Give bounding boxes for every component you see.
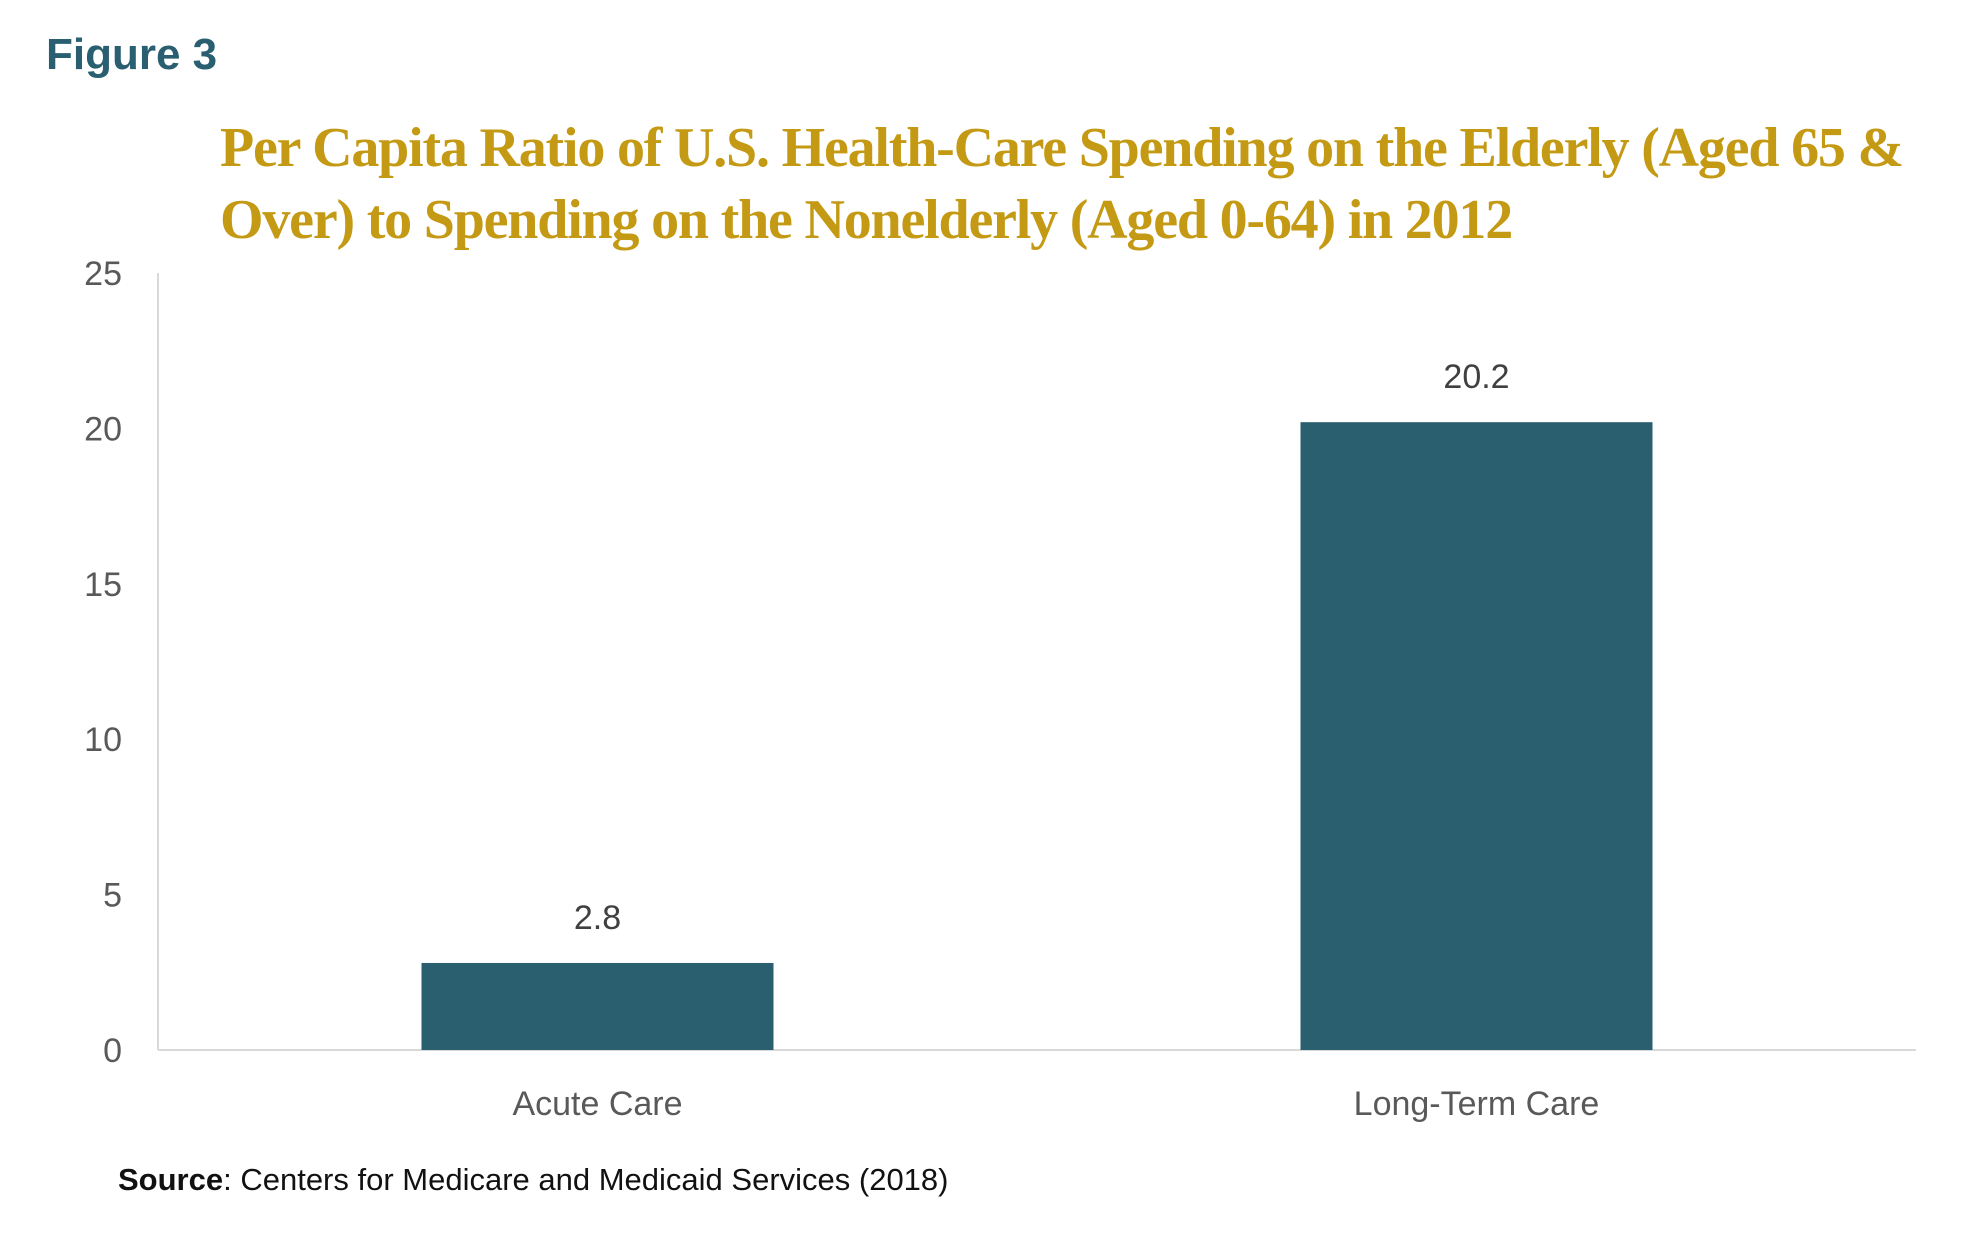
bar-long-term-care (1300, 422, 1653, 1051)
y-tick-label: 5 (103, 877, 122, 915)
chart-bars (421, 422, 1653, 1051)
source-note: Source: Centers for Medicare and Medicai… (118, 1162, 949, 1198)
y-axis-ticks: 0 5 10 15 20 25 (84, 255, 122, 1070)
x-category-label: Long-Term Care (1354, 1085, 1600, 1123)
y-tick-label: 25 (84, 255, 122, 293)
source-label: Source (118, 1162, 224, 1197)
source-text: : Centers for Medicare and Medicaid Serv… (223, 1162, 949, 1197)
y-tick-label: 10 (84, 721, 122, 759)
y-tick-label: 20 (84, 410, 122, 448)
x-category-label: Acute Care (512, 1085, 682, 1123)
y-tick-label: 0 (103, 1032, 122, 1070)
figure-label: Figure 3 (46, 30, 218, 79)
data-label: 2.8 (574, 899, 621, 937)
data-labels: 2.8 20.2 (574, 358, 1510, 937)
data-label: 20.2 (1443, 358, 1509, 396)
chart-title: Per Capita Ratio of U.S. Health-Care Spe… (220, 117, 1904, 251)
x-axis-categories: Acute Care Long-Term Care (512, 1085, 1599, 1123)
bar-acute-care (421, 962, 774, 1050)
y-tick-label: 15 (84, 566, 122, 604)
